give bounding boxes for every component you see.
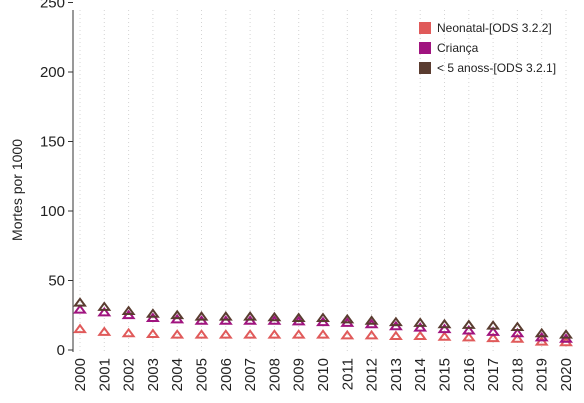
x-tick-label: 2006	[218, 358, 235, 391]
legend-swatch	[419, 62, 431, 74]
y-tick-label: 150	[40, 134, 65, 151]
x-tick-label: 2011	[339, 358, 356, 390]
data-point	[388, 330, 403, 341]
data-point	[340, 313, 355, 324]
x-tick-label: 2010	[315, 358, 332, 391]
data-point	[534, 327, 549, 338]
data-point	[510, 333, 525, 343]
data-point	[316, 329, 330, 339]
x-tick-label: 2009	[291, 358, 308, 391]
x-tick-label: 2004	[169, 358, 186, 391]
data-point	[170, 329, 185, 339]
data-point	[121, 305, 136, 316]
data-point	[194, 311, 209, 321]
data-point	[73, 304, 87, 314]
y-tick-label: 250	[40, 0, 65, 12]
x-tick-label: 2013	[388, 358, 405, 391]
data-point	[194, 329, 209, 339]
legend-swatch	[419, 42, 431, 54]
data-point	[413, 330, 428, 341]
legend-label: Criança	[437, 41, 479, 55]
data-point	[437, 331, 452, 341]
data-point	[243, 311, 258, 321]
x-tick-label: 2001	[96, 358, 113, 391]
data-point	[461, 331, 476, 342]
y-axis-label: Mortes por 1000	[9, 139, 25, 241]
data-point	[486, 326, 501, 336]
data-point	[437, 318, 452, 329]
x-tick-label: 2012	[364, 358, 381, 391]
data-point	[73, 323, 87, 334]
data-point	[73, 297, 87, 307]
data-point	[291, 329, 306, 339]
data-point	[461, 324, 476, 335]
y-tick-label: 200	[40, 64, 65, 81]
data-point	[364, 329, 379, 340]
y-tick-label: 0	[57, 342, 65, 359]
data-point	[340, 329, 355, 340]
data-point	[170, 309, 185, 320]
x-tick-label: 2019	[534, 358, 551, 391]
data-point	[97, 301, 112, 311]
data-point	[486, 320, 501, 330]
y-tick-label: 100	[40, 203, 65, 220]
legend-label: Neonatal-[ODS 3.2.2]	[437, 21, 552, 35]
x-tick-label: 2014	[412, 358, 429, 391]
data-point	[218, 329, 233, 339]
x-tick-label: 2000	[72, 358, 89, 391]
data-marks	[73, 297, 573, 347]
y-tick-label: 50	[48, 273, 65, 290]
x-tick-label: 2008	[266, 358, 283, 391]
data-point	[97, 326, 112, 336]
x-tick-label: 2018	[509, 358, 526, 391]
data-point	[461, 319, 476, 329]
x-tick-label: 2003	[145, 358, 162, 391]
x-tick-label: 2002	[121, 358, 138, 391]
legend: Neonatal-[ODS 3.2.2] Criança < 5 anoss-[OD…	[419, 21, 556, 75]
x-tick-label: 2007	[242, 358, 259, 391]
data-point	[486, 332, 501, 343]
x-tick-label: 2017	[485, 358, 502, 391]
data-point	[243, 329, 258, 339]
x-tick-label: 2015	[437, 358, 454, 391]
data-point	[510, 321, 525, 331]
data-point	[267, 311, 282, 322]
data-point	[510, 327, 525, 338]
axes: 0 50 100 150 200 250 2000 2001 2002 2003 2004 2005 2…	[40, 0, 575, 391]
data-point	[413, 317, 428, 327]
data-point	[121, 327, 136, 338]
data-point	[437, 323, 452, 334]
legend-label: < 5 anoss-[ODS 3.2.1]	[437, 61, 556, 75]
data-point	[97, 306, 112, 317]
x-tick-label: 2016	[461, 358, 478, 391]
data-point	[218, 311, 233, 321]
data-point	[145, 328, 160, 338]
data-point	[267, 329, 282, 339]
data-point	[316, 312, 330, 322]
data-point	[413, 322, 428, 332]
x-tick-label: 2020	[558, 358, 575, 391]
data-point	[291, 312, 306, 322]
data-point	[364, 315, 379, 325]
data-point	[559, 329, 573, 339]
data-point	[388, 316, 403, 327]
x-tick-label: 2005	[194, 358, 211, 391]
gridlines	[79, 10, 567, 351]
legend-swatch	[419, 22, 431, 34]
data-point	[145, 308, 160, 318]
